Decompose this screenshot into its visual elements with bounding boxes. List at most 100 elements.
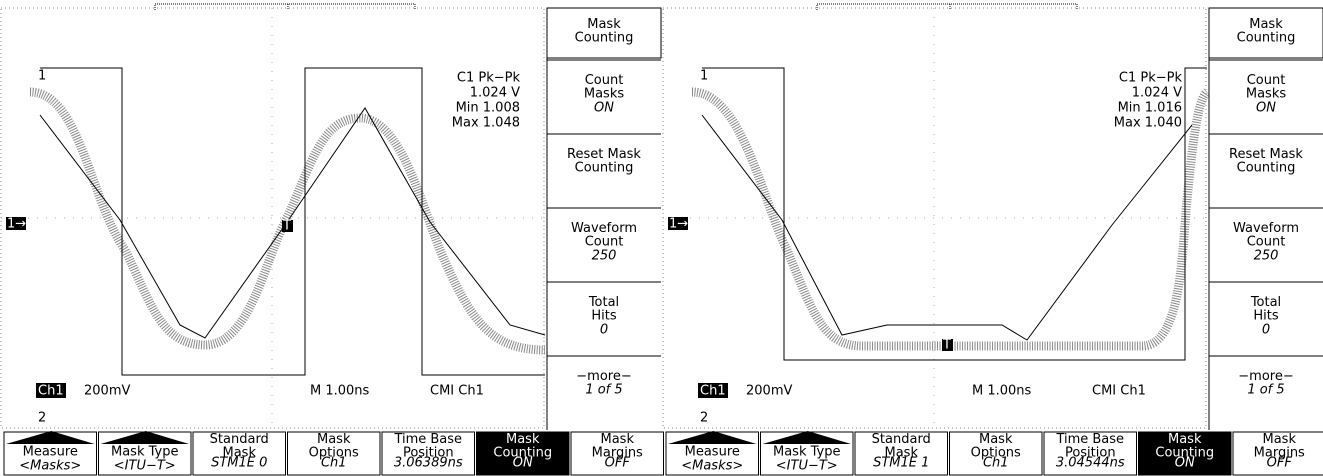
readout-max: Max 1.048 (452, 116, 520, 131)
side-menu-label: −more− (1238, 369, 1293, 384)
side-menu-value: ON (594, 101, 614, 116)
bottom-button-label: Mask Options (971, 432, 1021, 461)
trigger-marker: T (282, 219, 291, 234)
bottom-button-label: Mask Type (773, 445, 840, 460)
top-bracket (816, 3, 1078, 10)
status-scale: 200mV (746, 384, 792, 399)
side-menu-value: ON (1256, 101, 1276, 116)
side-menu-title: Mask Counting (1237, 17, 1296, 46)
bottom-button-value: <ITU−T> (114, 459, 176, 474)
ground-marker-bg (668, 217, 688, 230)
side-menu-label: Count Masks (1246, 73, 1286, 102)
readout-min: Min 1.008 (456, 101, 520, 116)
side-menu-label: Count Masks (584, 73, 624, 102)
bottom-button-value: ON (1175, 456, 1195, 471)
side-menu-label: Total Hits (1250, 295, 1281, 324)
channel-bg (698, 383, 728, 398)
ground-marker-bg (6, 217, 26, 230)
popup-tab (6, 431, 95, 444)
trigger-marker: T (942, 338, 951, 353)
popup-tab (762, 431, 851, 444)
bottom-button (1232, 431, 1323, 476)
bottom-button-value: 3.06389ns (394, 456, 463, 471)
bottom-button-value: STM1E 1 (873, 456, 929, 471)
side-menu-title: Mask Counting (575, 17, 634, 46)
readout-title: C1 Pk−Pk (1119, 71, 1183, 86)
status-timebase: M 1.00ns (310, 384, 370, 399)
channel-bg (36, 383, 66, 398)
bottom-button-selected (476, 431, 570, 476)
side-menu-label: Reset Mask Counting (1229, 147, 1303, 176)
bottom-button-value: 3.04544ns (1056, 456, 1125, 471)
ch2-marker: 2 (38, 411, 46, 426)
bottom-button (287, 431, 381, 476)
readout-value: 1.024 V (1132, 86, 1182, 101)
status-timebase: M 1.00ns (972, 384, 1032, 399)
ground-marker: 1→ (7, 217, 26, 232)
side-menu-value: 0 (1262, 323, 1270, 338)
readout-max: Max 1.040 (1114, 116, 1182, 131)
ch2-marker: 2 (700, 411, 708, 426)
readout-min: Min 1.016 (1118, 101, 1182, 116)
bottom-button-value: STM1E 0 (211, 456, 267, 471)
trigger-marker-bg (282, 220, 293, 232)
bottom-button-value: Ch1 (983, 456, 1009, 471)
bottom-button-label: Standard Mask (210, 432, 269, 461)
bottom-button-value: Ch1 (321, 456, 347, 471)
status-channel: Ch1 (700, 384, 726, 399)
bottom-button (1043, 431, 1137, 476)
bottom-button-label: Mask Type (111, 445, 178, 460)
bottom-button-value: <Masks> (19, 459, 81, 474)
side-menu-value: 0 (600, 323, 608, 338)
side-menu-title-box (1208, 7, 1323, 59)
side-menu-label: Waveform Count (571, 221, 637, 250)
popup-tab (668, 431, 757, 444)
status-channel: Ch1 (38, 384, 64, 399)
top-bracket (154, 3, 416, 10)
side-menu-label: Total Hits (588, 295, 619, 324)
side-menu-label: Waveform Count (1233, 221, 1299, 250)
status-scale: 200mV (84, 384, 130, 399)
bottom-button-selected (1138, 431, 1232, 476)
bottom-button-value: ON (513, 456, 533, 471)
bottom-button-label: Mask Counting (1155, 432, 1214, 461)
bottom-button-label: Time Base Position (393, 432, 462, 461)
bottom-button-label: Measure (685, 445, 740, 460)
bottom-button (570, 431, 664, 476)
side-menu-value: 250 (1254, 249, 1279, 264)
ground-marker: 1→ (669, 217, 688, 232)
bottom-button (949, 431, 1043, 476)
mask-inner (701, 114, 1193, 341)
bottom-button (854, 431, 948, 476)
status-trigger: CMI Ch1 (430, 384, 484, 399)
mask-outer (40, 67, 545, 376)
bottom-button-label: Mask Counting (493, 432, 552, 461)
bottom-button-value: OFF (1267, 456, 1293, 471)
mask-outer (702, 67, 1207, 361)
bottom-button-label: Time Base Position (1055, 432, 1124, 461)
side-menu-label: Reset Mask Counting (567, 147, 641, 176)
bottom-button-label: Standard Mask (872, 432, 931, 461)
bottom-button-value: <ITU−T> (776, 459, 838, 474)
side-menu-value: 1 of 5 (1247, 383, 1284, 398)
status-trigger: CMI Ch1 (1092, 384, 1146, 399)
bottom-button-label: Measure (23, 445, 78, 460)
ch1-marker: 1 (38, 69, 46, 84)
popup-tab (100, 431, 189, 444)
side-menu-value: 250 (592, 249, 617, 264)
bottom-button-value: <Masks> (681, 459, 743, 474)
bottom-button (381, 431, 475, 476)
readout-title: C1 Pk−Pk (457, 71, 521, 86)
bottom-button-label: Mask Options (309, 432, 359, 461)
side-menu-label: −more− (576, 369, 631, 384)
bottom-button-value: OFF (605, 456, 631, 471)
side-menu-value: 1 of 5 (585, 383, 622, 398)
bottom-button-label: Mask Margins (592, 432, 643, 461)
trigger-marker-bg (942, 339, 953, 351)
ch1-marker: 1 (700, 69, 708, 84)
readout-value: 1.024 V (470, 86, 520, 101)
bottom-button-label: Mask Margins (1254, 432, 1305, 461)
